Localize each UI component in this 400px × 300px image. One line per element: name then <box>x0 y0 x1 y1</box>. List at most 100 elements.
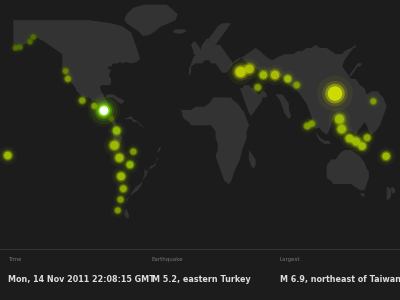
Text: M 6.9, northeast of Taiwan: M 6.9, northeast of Taiwan <box>280 275 400 284</box>
Point <box>4 153 11 158</box>
Point <box>308 121 315 126</box>
Point <box>118 174 124 179</box>
Polygon shape <box>180 98 249 184</box>
Point <box>91 103 98 108</box>
Point <box>117 197 124 202</box>
Point <box>370 99 376 104</box>
Point <box>130 149 136 154</box>
Point <box>27 39 33 44</box>
Polygon shape <box>111 116 161 218</box>
Point <box>114 208 121 213</box>
Text: Mon, 14 Nov 2011 22:08:15 GMT: Mon, 14 Nov 2011 22:08:15 GMT <box>8 275 155 284</box>
Point <box>364 135 370 140</box>
Point <box>120 186 126 191</box>
Point <box>30 35 36 40</box>
Point <box>114 208 121 213</box>
Point <box>130 149 136 154</box>
Polygon shape <box>391 187 396 194</box>
Point <box>353 139 359 144</box>
Polygon shape <box>360 194 364 196</box>
Point <box>294 83 300 88</box>
Polygon shape <box>387 187 391 200</box>
Point <box>370 99 376 104</box>
Point <box>27 39 33 44</box>
Point <box>12 46 19 50</box>
Point <box>304 124 310 128</box>
Point <box>118 174 124 179</box>
Point <box>260 73 266 77</box>
Point <box>120 186 126 191</box>
Point <box>304 124 310 128</box>
Point <box>114 128 120 133</box>
Point <box>308 121 315 126</box>
Point <box>101 108 107 113</box>
Point <box>116 155 123 160</box>
Point <box>383 154 389 159</box>
Polygon shape <box>327 150 369 190</box>
Point <box>30 35 36 40</box>
Polygon shape <box>204 23 231 45</box>
Polygon shape <box>13 20 140 110</box>
Text: M 5.2, eastern Turkey: M 5.2, eastern Turkey <box>152 275 251 284</box>
Point <box>62 69 69 74</box>
Point <box>246 66 253 71</box>
Point <box>346 136 353 141</box>
Point <box>117 197 124 202</box>
Point <box>338 127 345 132</box>
Point <box>246 66 253 71</box>
Point <box>64 76 71 81</box>
Point <box>91 103 98 108</box>
Point <box>79 98 86 103</box>
Point <box>254 85 261 90</box>
Polygon shape <box>276 94 291 119</box>
Point <box>359 144 366 148</box>
Polygon shape <box>106 94 124 103</box>
Point <box>4 153 11 158</box>
Point <box>101 108 107 113</box>
Point <box>332 91 338 96</box>
Point <box>101 108 107 113</box>
Point <box>332 91 338 96</box>
Point <box>260 73 266 77</box>
Point <box>120 186 126 191</box>
Point <box>64 76 71 81</box>
Point <box>12 46 19 50</box>
Point <box>114 208 121 213</box>
Point <box>359 144 366 148</box>
Point <box>237 70 244 74</box>
Point <box>130 149 136 154</box>
Point <box>79 98 86 103</box>
Point <box>127 162 133 167</box>
Point <box>246 66 253 71</box>
Point <box>359 144 366 148</box>
Point <box>118 174 124 179</box>
Point <box>111 143 118 148</box>
Point <box>284 76 291 81</box>
Point <box>237 70 244 74</box>
Point <box>336 117 343 122</box>
Polygon shape <box>240 85 267 116</box>
Point <box>272 73 278 77</box>
Point <box>91 103 98 108</box>
Point <box>12 46 19 50</box>
Point <box>62 69 69 74</box>
Point <box>118 174 124 179</box>
Point <box>101 108 107 113</box>
Point <box>353 139 359 144</box>
Point <box>254 85 261 90</box>
Point <box>27 39 33 44</box>
Point <box>117 197 124 202</box>
Point <box>336 117 343 122</box>
Point <box>272 73 278 77</box>
Point <box>17 45 23 50</box>
Point <box>17 45 23 50</box>
Point <box>91 103 98 108</box>
Point <box>346 136 353 141</box>
Point <box>370 99 376 104</box>
Point <box>30 35 36 40</box>
Point <box>237 70 244 74</box>
Point <box>308 121 315 126</box>
Point <box>364 135 370 140</box>
Point <box>338 127 345 132</box>
Point <box>304 124 310 128</box>
